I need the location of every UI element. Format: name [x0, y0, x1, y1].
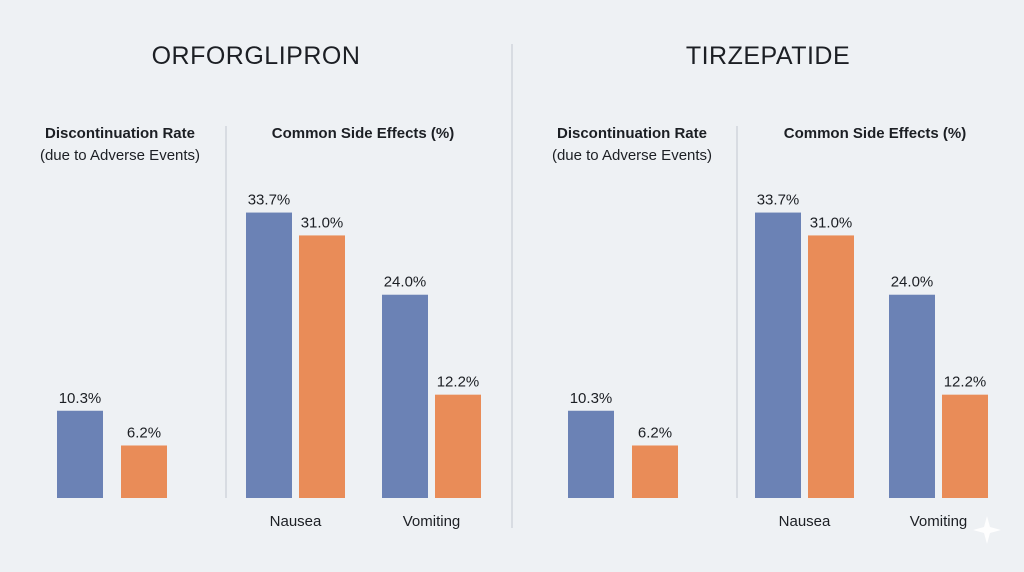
bar-label-left-sub1-cat1-series1: 10.3%: [59, 390, 102, 407]
bar-right-sub2-cat2-series2: [942, 394, 988, 498]
category-label-right-sub2-2: Vomiting: [910, 513, 968, 530]
bar-label-right-sub2-cat1-series1: 33.7%: [757, 192, 800, 209]
subchart-subtitle-left-sub1: (due to Adverse Events): [40, 147, 200, 164]
bar-left-sub2-cat2-series2: [435, 394, 481, 498]
category-label-left-sub2-1: Nausea: [270, 513, 322, 530]
bar-label-right-sub2-cat2-series1: 24.0%: [891, 274, 934, 291]
subchart-title-right-sub2: Common Side Effects (%): [784, 125, 967, 142]
bar-left-sub1-cat1-series2: [121, 445, 167, 498]
panel-title-left: ORFORGLIPRON: [152, 42, 361, 70]
category-label-right-sub2-1: Nausea: [779, 513, 831, 530]
bar-label-left-sub2-cat1-series1: 33.7%: [248, 192, 291, 209]
subchart-subtitle-right-sub1: (due to Adverse Events): [552, 147, 712, 164]
panel-title-right: TIRZEPATIDE: [686, 42, 850, 70]
bar-right-sub1-cat1-series1: [568, 410, 614, 498]
bar-label-left-sub2-cat1-series2: 31.0%: [301, 214, 344, 231]
bar-left-sub2-cat2-series1: [382, 294, 428, 498]
bar-right-sub2-cat2-series1: [889, 294, 935, 498]
subchart-title-left-sub2: Common Side Effects (%): [272, 125, 455, 142]
bar-label-left-sub1-cat1-series2: 6.2%: [127, 424, 161, 441]
bar-label-right-sub1-cat1-series1: 10.3%: [570, 390, 613, 407]
bar-label-right-sub2-cat2-series2: 12.2%: [944, 374, 987, 391]
bar-right-sub1-cat1-series2: [632, 445, 678, 498]
bar-label-left-sub2-cat2-series2: 12.2%: [437, 374, 480, 391]
category-label-left-sub2-2: Vomiting: [403, 513, 461, 530]
bar-left-sub2-cat1-series1: [246, 212, 292, 498]
bar-label-right-sub2-cat1-series2: 31.0%: [810, 214, 853, 231]
bar-label-right-sub1-cat1-series2: 6.2%: [638, 424, 672, 441]
bar-left-sub2-cat1-series2: [299, 235, 345, 498]
bar-left-sub1-cat1-series1: [57, 410, 103, 498]
bar-right-sub2-cat1-series1: [755, 212, 801, 498]
bar-right-sub2-cat1-series2: [808, 235, 854, 498]
sparkle-icon: [973, 516, 1001, 544]
bar-label-left-sub2-cat2-series1: 24.0%: [384, 274, 427, 291]
subchart-title-right-sub1: Discontinuation Rate: [557, 125, 707, 142]
subchart-title-left-sub1: Discontinuation Rate: [45, 125, 195, 142]
